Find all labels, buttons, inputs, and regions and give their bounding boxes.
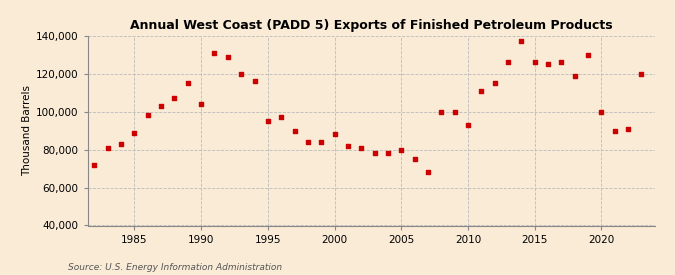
Point xyxy=(236,72,246,76)
Point xyxy=(383,151,394,156)
Point xyxy=(129,130,140,135)
Point xyxy=(636,72,647,76)
Point xyxy=(115,142,126,146)
Point xyxy=(142,113,153,118)
Point xyxy=(182,81,193,85)
Point xyxy=(356,145,367,150)
Point xyxy=(396,147,406,152)
Point xyxy=(543,62,554,66)
Point xyxy=(249,79,260,84)
Point xyxy=(196,102,207,106)
Point xyxy=(529,60,540,65)
Point xyxy=(409,157,420,161)
Point xyxy=(156,104,167,108)
Point xyxy=(556,60,567,65)
Point xyxy=(436,109,447,114)
Point xyxy=(450,109,460,114)
Point xyxy=(89,163,100,167)
Text: Source: U.S. Energy Information Administration: Source: U.S. Energy Information Administ… xyxy=(68,263,281,272)
Point xyxy=(503,60,514,65)
Y-axis label: Thousand Barrels: Thousand Barrels xyxy=(22,85,32,176)
Point xyxy=(302,140,313,144)
Point xyxy=(596,109,607,114)
Point xyxy=(223,54,234,59)
Point xyxy=(516,39,526,44)
Point xyxy=(316,140,327,144)
Point xyxy=(76,206,86,211)
Point xyxy=(342,144,353,148)
Point xyxy=(276,115,287,120)
Point xyxy=(476,89,487,93)
Point xyxy=(423,170,433,175)
Point xyxy=(263,119,273,123)
Title: Annual West Coast (PADD 5) Exports of Finished Petroleum Products: Annual West Coast (PADD 5) Exports of Fi… xyxy=(130,19,613,32)
Point xyxy=(610,128,620,133)
Point xyxy=(169,96,180,101)
Point xyxy=(209,51,220,55)
Point xyxy=(569,73,580,78)
Point xyxy=(622,126,633,131)
Point xyxy=(369,151,380,156)
Point xyxy=(103,145,113,150)
Point xyxy=(289,128,300,133)
Point xyxy=(462,123,473,127)
Point xyxy=(329,132,340,137)
Point xyxy=(583,53,593,57)
Point xyxy=(489,81,500,85)
